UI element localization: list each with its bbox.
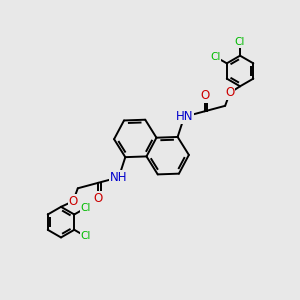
Text: HN: HN: [176, 110, 193, 123]
Text: Cl: Cl: [81, 231, 91, 242]
Text: Cl: Cl: [81, 203, 91, 213]
Text: Cl: Cl: [235, 38, 245, 47]
Text: NH: NH: [110, 171, 128, 184]
Text: O: O: [94, 192, 103, 205]
Text: O: O: [200, 89, 209, 103]
Text: O: O: [68, 195, 78, 208]
Text: O: O: [225, 86, 235, 99]
Text: Cl: Cl: [210, 52, 220, 62]
